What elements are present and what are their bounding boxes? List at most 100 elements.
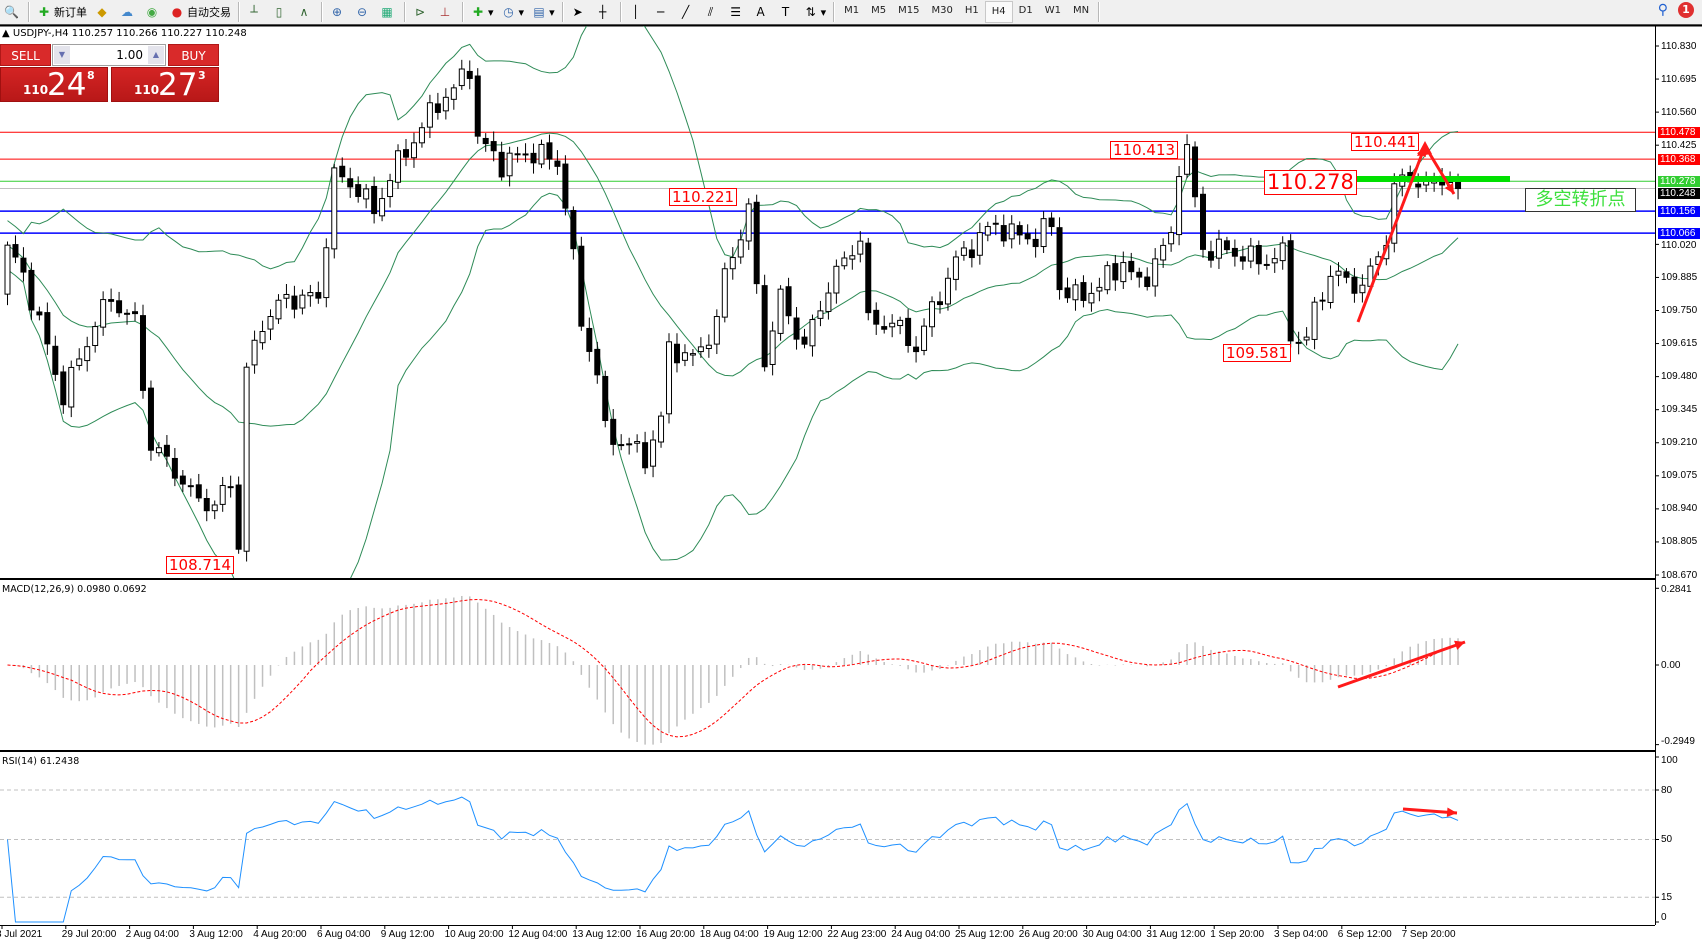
- trendline-button[interactable]: ╱: [675, 1, 700, 23]
- horizontal-line-button[interactable]: ─: [650, 1, 675, 23]
- cursor-icon: ➤: [572, 5, 583, 19]
- bar-chart-button[interactable]: ┴: [243, 1, 268, 23]
- time-axis-label: 6 Sep 12:00: [1337, 929, 1392, 940]
- candle-bear: [203, 497, 210, 512]
- candle-bull: [833, 265, 840, 294]
- candle-bear: [594, 348, 601, 376]
- auto-trading-label: 自动交易: [187, 6, 231, 19]
- time-axis-label: 6 Aug 04:00: [317, 929, 371, 940]
- candle-bull: [809, 319, 816, 347]
- arrows-button[interactable]: ⇅ ▾: [805, 5, 827, 19]
- price-label-pivot[interactable]: 110.278: [1264, 170, 1357, 195]
- clock-icon: ◷: [503, 5, 514, 19]
- candle-bull: [1160, 244, 1167, 261]
- sell-button[interactable]: SELL: [0, 44, 51, 66]
- periods-button[interactable]: ◷ ▾: [503, 5, 525, 19]
- lot-size-input[interactable]: ▼ 1.00 ▲: [52, 44, 166, 66]
- buy-price-fraction: 3: [198, 69, 206, 82]
- lot-increase-icon[interactable]: ▲: [148, 46, 164, 64]
- candle-bear: [12, 244, 19, 258]
- market-watch-button[interactable]: ◆: [91, 1, 116, 23]
- bollinger-lower: [7, 192, 1459, 578]
- candle-bear: [1343, 271, 1350, 278]
- cursor-button[interactable]: ➤: [567, 1, 592, 23]
- candle-bull: [538, 143, 545, 165]
- turning-point-note[interactable]: 多空转折点: [1525, 188, 1636, 212]
- crosshair-button[interactable]: ┼: [592, 1, 617, 23]
- buy-button[interactable]: BUY: [168, 44, 219, 66]
- price-label-110441[interactable]: 110.441: [1351, 133, 1420, 151]
- candle-bull: [1295, 341, 1302, 344]
- timeframe-h1[interactable]: H1: [964, 5, 979, 16]
- candle-bull: [1263, 263, 1270, 266]
- trend-arrow-up: [1356, 145, 1427, 323]
- line-chart-button[interactable]: ∧: [293, 1, 318, 23]
- timeframe-m5[interactable]: M5: [871, 5, 887, 16]
- indicators-button[interactable]: ✚ ▾: [472, 5, 494, 19]
- timeframe-mn[interactable]: MN: [1072, 5, 1090, 16]
- timeframe-m30[interactable]: M30: [931, 5, 953, 16]
- candle-bull: [889, 322, 896, 328]
- timeframe-d1[interactable]: D1: [1018, 5, 1033, 16]
- fibonacci-button[interactable]: ☰: [725, 1, 750, 23]
- price-tag-110.066: 110.066: [1658, 227, 1700, 239]
- timeframe-m15[interactable]: M15: [898, 5, 920, 16]
- price-axis-label: 110.020: [1661, 239, 1697, 251]
- price-label-109581[interactable]: 109.581: [1223, 344, 1292, 362]
- candle-bear: [116, 300, 123, 314]
- time-axis-label: 3 Aug 12:00: [189, 929, 243, 940]
- auto-trading-button[interactable]: ● 自动交易: [166, 1, 235, 23]
- vertical-line-button[interactable]: │: [625, 1, 650, 23]
- search-icon[interactable]: ⚲: [1657, 2, 1668, 18]
- zoom-in-button[interactable]: ⊕: [326, 1, 351, 23]
- sell-price-box[interactable]: 110 24 8: [0, 67, 108, 103]
- collapse-triangle-icon[interactable]: ▲: [2, 28, 13, 39]
- chart-shift-button[interactable]: ⊥: [434, 1, 459, 23]
- zoom-tool-button[interactable]: 🔍: [0, 1, 25, 23]
- candle-bull: [1040, 218, 1047, 248]
- signals-button[interactable]: ◉: [141, 1, 166, 23]
- autoscroll-button[interactable]: ⊳: [409, 1, 434, 23]
- price-label-110221[interactable]: 110.221: [669, 188, 738, 206]
- price-label-110413[interactable]: 110.413: [1110, 141, 1179, 159]
- lot-decrease-icon[interactable]: ▼: [54, 46, 70, 64]
- candle-bull: [1391, 183, 1398, 244]
- buy-price-box[interactable]: 110 27 3: [111, 67, 219, 103]
- text-button[interactable]: A: [750, 1, 775, 23]
- time-axis-label: 2 Aug 04:00: [125, 929, 179, 940]
- toolbar-separator: [404, 2, 406, 22]
- new-order-button[interactable]: ✚ 新订单: [33, 1, 91, 23]
- candle-bear: [44, 312, 51, 345]
- zoom-out-button[interactable]: ⊖: [351, 1, 376, 23]
- time-axis-label: 22 Aug 23:00: [827, 929, 887, 940]
- time-axis-label: 8 Jul 2021: [0, 929, 43, 940]
- macd-plot: [7, 595, 1459, 745]
- candle-bear: [179, 475, 186, 485]
- equidistant-channel-button[interactable]: ⫽: [700, 1, 725, 23]
- templates-button[interactable]: ▤ ▾: [533, 5, 555, 19]
- timeframe-m1[interactable]: M1: [844, 5, 860, 16]
- candle-bull: [1215, 238, 1222, 259]
- timeframe-h4[interactable]: H4: [984, 1, 1013, 23]
- time-axis-label: 10 Aug 20:00: [444, 929, 504, 940]
- fibonacci-icon: ☰: [730, 5, 741, 19]
- candle-bear: [28, 269, 35, 311]
- candlestick-button[interactable]: ▯: [268, 1, 293, 23]
- buy-price-pips: 27: [158, 67, 198, 103]
- price-tag-110.156: 110.156: [1658, 205, 1700, 217]
- notification-badge[interactable]: 1: [1678, 2, 1694, 18]
- candle-bear: [905, 317, 912, 346]
- rsi-axis-label: 15: [1661, 891, 1673, 903]
- candle-bull: [363, 188, 370, 200]
- candle-bear: [1192, 146, 1199, 198]
- data-window-button[interactable]: ☁: [116, 1, 141, 23]
- candle-bull: [76, 358, 83, 366]
- candle-bull: [897, 319, 904, 327]
- price-label-108714[interactable]: 108.714: [166, 556, 235, 574]
- channel-icon: ⫽: [707, 5, 714, 19]
- text-label-button[interactable]: T: [775, 1, 800, 23]
- tile-windows-button[interactable]: ▦: [376, 1, 401, 23]
- candle-bear: [371, 185, 378, 215]
- timeframe-w1[interactable]: W1: [1044, 5, 1061, 16]
